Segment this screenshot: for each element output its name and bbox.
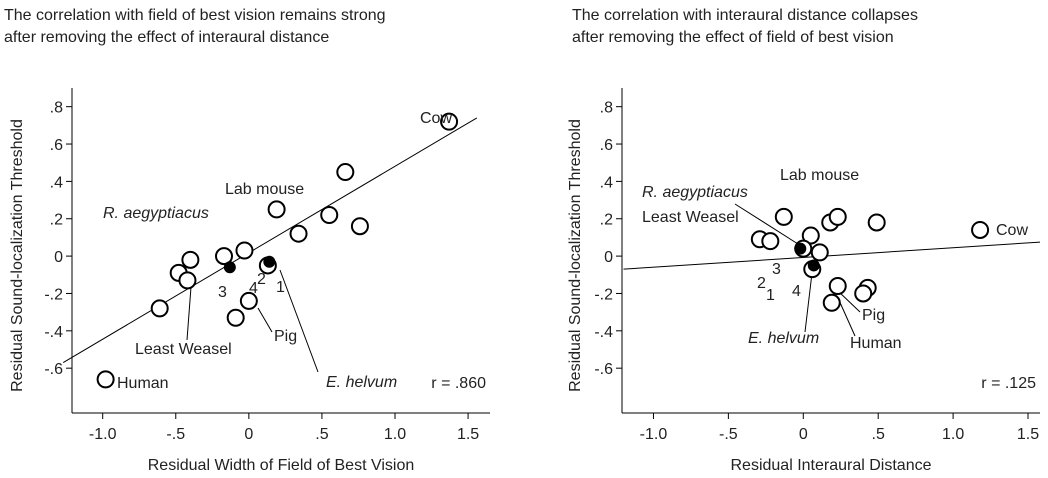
annotation: 1 (276, 279, 285, 296)
fit-line (62, 117, 478, 363)
data-point (178, 271, 197, 290)
annotation: Cow (420, 110, 452, 127)
data-point (181, 250, 200, 269)
x-axis-label: Residual Width of Field of Best Vision (148, 457, 415, 474)
data-point (320, 206, 339, 225)
data-point (239, 291, 258, 310)
annotation: Human (850, 335, 902, 352)
annotation: Lab mouse (225, 181, 304, 198)
data-point (96, 370, 115, 389)
data-point (150, 299, 169, 318)
chart-title: The correlation with interaural distance… (572, 7, 918, 24)
y-tick-label: -.6 (44, 361, 63, 378)
x-tick-label: 1.5 (457, 426, 479, 443)
annotation: E. helvum (326, 374, 397, 391)
annotation: r = .860 (431, 375, 486, 392)
data-point (223, 261, 236, 274)
data-point (336, 163, 355, 182)
annotation: 2 (757, 275, 766, 292)
y-tick-label: .4 (50, 174, 63, 191)
annotation: 4 (249, 280, 258, 297)
y-tick-label: .8 (600, 100, 613, 117)
annotation: E. helvum (748, 330, 819, 347)
annotation: Least Weasel (135, 341, 232, 358)
annotation: 3 (772, 261, 781, 278)
x-tick-label: .5 (872, 426, 885, 443)
y-tick-label: 0 (604, 249, 613, 266)
data-point (810, 243, 829, 262)
leader-line (186, 286, 192, 341)
data-point (289, 224, 308, 243)
y-tick-label: .2 (50, 212, 63, 229)
annotation: Lab mouse (780, 167, 859, 184)
y-tick-label: 0 (54, 249, 63, 266)
chart-title: The correlation with field of best visio… (4, 7, 386, 24)
annotation: Pig (274, 328, 297, 345)
chart-title: after removing the effect of field of be… (572, 29, 894, 46)
x-tick-label: -.5 (719, 426, 738, 443)
y-tick-label: -.2 (44, 286, 63, 303)
y-tick-label: .8 (50, 100, 63, 117)
data-point (226, 308, 245, 327)
y-axis-label: Residual Sound-localization Threshold (9, 119, 26, 392)
x-axis-label: Residual Interaural Distance (731, 457, 932, 474)
x-tick-label: -1.0 (89, 426, 117, 443)
x-tick-label: 0 (799, 426, 808, 443)
leader-line (837, 290, 861, 313)
leader-line (804, 272, 813, 333)
y-tick-label: .6 (600, 137, 613, 154)
x-tick-label: -.5 (166, 426, 185, 443)
annotation: r = .125 (981, 375, 1036, 392)
leader-line (734, 203, 799, 245)
y-tick-label: .2 (600, 212, 613, 229)
data-point (440, 112, 459, 131)
data-point (854, 284, 873, 303)
data-point (971, 220, 990, 239)
chart-title: after removing the effect of interaural … (4, 29, 329, 46)
annotation: Least Weasel (642, 209, 739, 226)
data-point (828, 276, 847, 295)
y-tick-label: -.4 (594, 324, 613, 341)
x-tick-label: .5 (315, 426, 328, 443)
annotation: R. aegyptiacus (103, 205, 209, 222)
data-point (807, 259, 820, 272)
y-axis-label: Residual Sound-localization Threshold (567, 119, 584, 392)
fit-line (623, 241, 1041, 270)
leader-line (279, 269, 319, 373)
x-tick-label: 0 (244, 426, 253, 443)
x-tick-label: 1.0 (384, 426, 406, 443)
leader-line (257, 307, 273, 333)
data-point (794, 242, 807, 255)
data-point (350, 217, 369, 236)
data-point (822, 293, 841, 312)
leader-line (837, 297, 856, 337)
data-point (215, 247, 233, 266)
data-point (761, 232, 780, 251)
y-tick-label: -.6 (594, 361, 613, 378)
annotation: Cow (996, 222, 1028, 239)
y-tick-label: .6 (50, 137, 63, 154)
annotation: Human (117, 375, 169, 392)
x-tick-label: -1.0 (640, 426, 668, 443)
data-point (801, 226, 820, 245)
annotation: R. aegyptiacus (642, 184, 748, 201)
annotation: Pig (862, 307, 885, 324)
annotation: 2 (257, 271, 266, 288)
data-point (828, 207, 847, 226)
x-tick-label: 1.5 (1017, 426, 1039, 443)
data-point (263, 255, 276, 268)
data-point (774, 207, 793, 226)
y-tick-label: -.2 (594, 286, 613, 303)
data-point (867, 213, 886, 232)
annotation: 1 (766, 287, 775, 304)
data-point (267, 200, 286, 219)
annotation: 3 (218, 284, 227, 301)
y-tick-label: .4 (600, 174, 613, 191)
y-tick-label: -.4 (44, 324, 63, 341)
x-tick-label: 1.0 (942, 426, 964, 443)
data-point (235, 241, 254, 260)
annotation: 4 (792, 283, 801, 300)
